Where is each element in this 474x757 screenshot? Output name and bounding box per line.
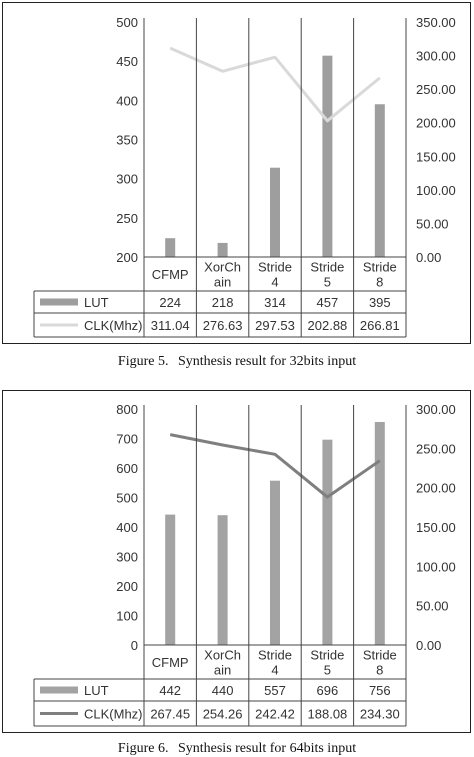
right-axis-tick-label: 300.00 [416, 402, 456, 417]
lut-value: 218 [212, 295, 234, 310]
clk-value: 266.81 [360, 318, 400, 333]
category-label: ain [214, 275, 231, 290]
category-label: 8 [376, 663, 383, 678]
clk-value: 276.63 [203, 318, 243, 333]
clk-legend-label: CLK(Mhz) [84, 707, 143, 722]
lut-value: 756 [369, 683, 391, 698]
lut-bar [217, 515, 228, 645]
lut-bar [217, 242, 228, 257]
chart-panel-32bit: 200 250 300 350 400 450 500 0.00 50.00 100.00 150.… [2, 2, 471, 344]
category-label: CFMP [152, 655, 189, 670]
left-axis-tick-label: 300 [116, 172, 138, 187]
category-label: Stride [258, 260, 292, 275]
lut-value: 696 [317, 683, 339, 698]
left-axis-tick-label: 500 [116, 15, 138, 30]
left-axis-tick-label: 400 [116, 520, 138, 535]
category-label: CFMP [152, 267, 189, 282]
lut-bar [165, 238, 176, 257]
category-label: Stride [310, 648, 344, 663]
chart-32bit: 200 250 300 350 400 450 500 0.00 50.00 100.00 150.… [33, 15, 456, 338]
left-axis-tick-label: 450 [116, 54, 138, 69]
clk-value: 242.42 [255, 707, 295, 722]
clk-value: 234.30 [360, 707, 400, 722]
right-axis-tick-label: 0.00 [416, 250, 441, 265]
category-label: 4 [271, 275, 278, 290]
clk-line [169, 433, 381, 499]
left-axis-tick-label: 500 [116, 491, 138, 506]
clk-value: 202.88 [308, 318, 348, 333]
figure-6-label: Figure 6. [117, 741, 169, 756]
left-axis-tick-label: 100 [116, 609, 138, 624]
lut-legend-swatch [40, 298, 78, 306]
category-label: 8 [376, 275, 383, 290]
figure-5-label: Figure 5. [117, 354, 169, 369]
lut-value: 442 [159, 683, 181, 698]
lut-bar [165, 514, 176, 645]
left-axis-tick-label: 300 [116, 550, 138, 565]
category-label: ain [214, 663, 231, 678]
right-axis-tick-label: 300.00 [416, 49, 456, 64]
right-axis-tick-label: 0.00 [416, 638, 441, 653]
right-axis-tick-label: 200.00 [416, 116, 456, 131]
category-label: XorCh [204, 648, 241, 663]
lut-bar [374, 421, 385, 645]
lut-value: 224 [159, 295, 181, 310]
lut-legend-swatch [40, 686, 78, 694]
lut-value: 314 [264, 295, 286, 310]
chart-64bit: 0 100 200 300 400 500 600 700 800 0.00 50.00 100.00… [33, 402, 456, 727]
figure-6-caption: Figure 6. Synthesis result for 64bits in… [0, 741, 474, 757]
clk-value: 311.04 [151, 318, 190, 333]
left-axis-tick-label: 400 [116, 93, 138, 108]
category-label: 4 [271, 663, 278, 678]
lut-bar [270, 167, 280, 257]
clk-value: 267.45 [150, 707, 190, 722]
clk-value: 254.26 [203, 707, 243, 722]
left-axis-tick-label: 250 [116, 211, 138, 226]
category-label: 5 [324, 663, 331, 678]
right-axis-tick-label: 150.00 [416, 520, 456, 535]
lut-legend-label: LUT [84, 683, 109, 698]
left-axis-tick-label: 350 [116, 133, 138, 148]
lut-value: 395 [369, 295, 391, 310]
left-axis-tick-label: 800 [116, 402, 138, 417]
lut-legend-label: LUT [84, 295, 109, 310]
lut-bar [322, 439, 333, 645]
right-axis-tick-label: 150.00 [416, 149, 456, 164]
clk-legend-label: CLK(Mhz) [84, 318, 143, 333]
right-axis-tick-label: 50.00 [416, 599, 449, 614]
lut-value: 457 [317, 295, 339, 310]
chart-panel-64bit: 0 100 200 300 400 500 600 700 800 0.00 50.00 100.00… [2, 390, 471, 733]
figure-5-text: Synthesis result for 32bits input [177, 354, 357, 369]
right-axis-tick-label: 250.00 [416, 82, 456, 97]
left-axis-tick-label: 0 [131, 638, 138, 653]
figure-6-text: Synthesis result for 64bits input [177, 741, 357, 756]
category-label: 5 [324, 275, 331, 290]
category-label: Stride [363, 260, 397, 275]
lut-value: 557 [264, 683, 286, 698]
left-axis-tick-label: 200 [116, 250, 138, 265]
clk-value: 297.53 [255, 318, 295, 333]
lut-bar [270, 480, 280, 645]
clk-line [169, 46, 381, 123]
lut-bar [322, 55, 333, 257]
right-axis-tick-label: 200.00 [416, 481, 456, 496]
left-axis-tick-label: 200 [116, 579, 138, 594]
figure-5-caption: Figure 5. Synthesis result for 32bits in… [0, 354, 474, 370]
lut-bar [374, 104, 385, 257]
right-axis-tick-label: 50.00 [416, 216, 449, 231]
left-axis-tick-label: 600 [116, 461, 138, 476]
right-axis-tick-label: 350.00 [416, 15, 456, 30]
right-axis-tick-label: 100.00 [416, 183, 456, 198]
right-axis-tick-label: 100.00 [416, 559, 456, 574]
category-label: Stride [258, 648, 292, 663]
lut-value: 440 [212, 683, 234, 698]
category-label: Stride [363, 648, 397, 663]
right-axis-tick-label: 250.00 [416, 441, 456, 456]
category-label: XorCh [204, 260, 241, 275]
left-axis-tick-label: 700 [116, 432, 138, 447]
clk-value: 188.08 [308, 707, 348, 722]
category-label: Stride [310, 260, 344, 275]
